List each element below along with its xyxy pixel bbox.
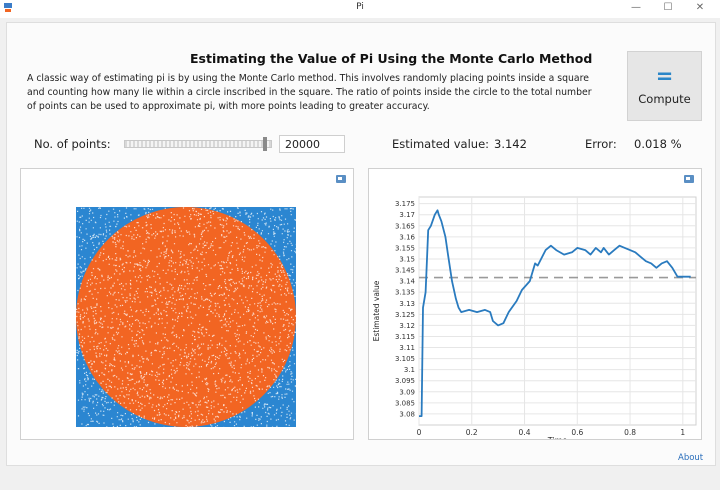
minimize-button[interactable]: — [631,2,641,13]
y-tick-label: 3.165 [395,222,415,230]
x-tick-label: 0 [417,428,422,437]
about-link[interactable]: About [678,453,704,463]
y-tick-label: 3.135 [395,289,415,297]
slider-track [124,140,272,148]
y-tick-label: 3.09 [399,388,415,396]
x-tick-label: 0.2 [466,428,478,437]
scatter-panel [20,168,354,440]
estimate-series-line [419,209,691,418]
x-axis-label: Time [547,436,568,439]
x-tick-label: 0.6 [571,428,583,437]
y-tick-label: 3.1 [404,366,415,374]
compute-button[interactable]: = Compute [627,51,702,121]
equals-icon: = [655,64,674,88]
y-tick-label: 3.125 [395,311,415,319]
image-export-icon[interactable] [336,175,346,183]
window-title: Pi [356,2,364,12]
y-tick-label: 3.11 [399,344,415,352]
error-value: 0.018 % [634,137,682,151]
estimated-value-label: Estimated value: [392,137,490,151]
compute-label: Compute [638,92,691,106]
page-title: Estimating the Value of Pi Using the Mon… [190,51,593,66]
y-tick-label: 3.115 [395,333,415,341]
y-tick-label: 3.175 [395,200,415,208]
title-bar: Pi — ☐ ✕ [0,0,720,18]
x-tick-label: 0.8 [624,428,636,437]
y-tick-label: 3.145 [395,267,415,275]
estimate-line-chart: 3.08 3.085 3.09 3.095 3.1 3.105 3.11 3.115 3.12 3… [372,196,697,439]
y-axis-label: Estimated value [372,280,381,341]
y-tick-label: 3.12 [399,322,415,330]
monte-carlo-scatter [76,207,298,429]
circle-region [76,207,296,427]
description-text: A classic way of estimating pi is by usi… [27,73,592,112]
image-export-icon[interactable] [684,175,694,183]
error-label: Error: [585,137,617,151]
y-tick-label: 3.155 [395,244,415,252]
slider-thumb[interactable] [263,137,268,151]
y-tick-label: 3.105 [395,355,415,363]
points-slider[interactable] [124,137,272,151]
y-tick-label: 3.085 [395,399,415,407]
y-tick-label: 3.17 [399,211,415,219]
close-button[interactable]: ✕ [695,2,705,13]
y-tick-label: 3.13 [399,300,415,308]
y-tick-label: 3.16 [399,233,415,241]
y-tick-label: 3.08 [399,410,415,418]
y-tick-label: 3.14 [399,278,415,286]
y-tick-label: 3.095 [395,377,415,385]
points-label: No. of points: [34,137,111,151]
chart-panel: 3.08 3.085 3.09 3.095 3.1 3.105 3.11 3.115 3.12 3… [368,168,702,440]
points-input[interactable] [279,135,345,153]
x-tick-label: 0.4 [519,428,531,437]
pi-app-icon [4,3,12,12]
y-tick-label: 3.15 [399,255,415,263]
x-tick-label: 1 [680,428,685,437]
estimated-value: 3.142 [494,137,527,151]
maximize-button[interactable]: ☐ [663,2,673,13]
